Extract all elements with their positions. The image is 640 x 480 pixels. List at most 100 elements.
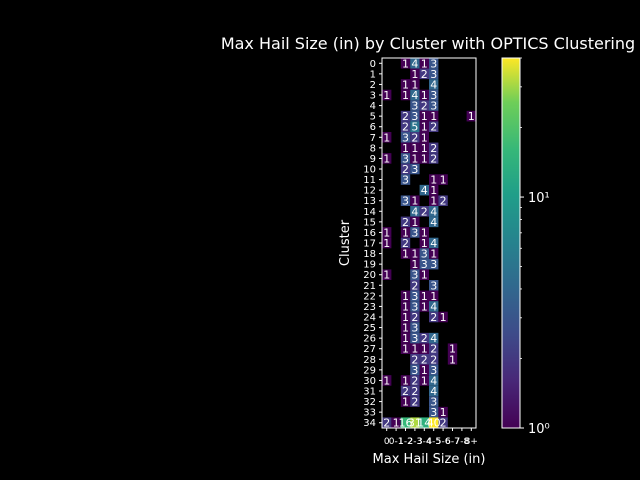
cell-value-label: 4 [411,205,418,218]
y-tick-label: 15 [363,217,376,228]
heatmap-cells [382,58,476,428]
heatmap-cell [429,153,439,164]
y-tick-label: 13 [363,196,376,207]
cell-value-label: 2 [430,343,437,356]
y-tick-label: 7 [370,133,376,144]
heatmap-cell [429,216,439,228]
heatmap-cell [419,110,429,122]
cell-value-label: 1 [402,396,409,409]
cell-value-label: 3 [411,332,418,345]
heatmap-cell [438,406,448,418]
heatmap-cell [400,385,411,397]
cell-value-label: 1 [411,248,418,261]
heatmap-cell [382,237,392,249]
y-tick-label: 4 [370,101,376,112]
colorbar-ticks: 10⁰ 10¹ [520,57,550,437]
heatmap-cell [410,280,420,291]
heatmap-cell [419,206,429,217]
y-tick-label: 14 [363,207,376,218]
cell-value-label: 1 [421,121,428,134]
heatmap-cell [410,396,420,407]
heatmap-cell [429,396,439,407]
heatmap-cell [410,132,420,143]
cell-value-label: 1 [430,110,437,123]
heatmap-cell [438,195,448,206]
cell-value-label: 2 [430,142,437,155]
cell-value-label: 14 [417,417,431,430]
cell-value-label: 3 [411,100,418,113]
cell-value-label: 3 [430,100,437,113]
x-tick-label: 5-6 [436,437,451,447]
cell-value-label: 5 [411,121,418,134]
y-tick-label: 30 [363,376,376,387]
heatmap-cell [429,142,439,154]
y-tick-label: 20 [363,270,376,281]
cell-value-label: 1 [421,142,428,155]
heatmap-cell [410,163,420,175]
cell-value-label: 3 [402,152,409,165]
cell-value-label: 4 [430,385,437,398]
cell-value-label: 1 [402,374,409,387]
heatmap-cell [400,153,411,164]
heatmap-cell [429,206,439,217]
heatmap-cell [410,269,420,280]
heatmap-cell [410,332,420,344]
cell-value-label: 1 [411,343,418,356]
y-tick-label: 21 [363,281,376,292]
cell-value-label: 3 [430,406,437,419]
cell-value-label: 1 [383,269,390,282]
cell-value-label: 2 [402,237,409,250]
heatmap-cell [429,110,439,122]
heatmap-cell [429,375,439,386]
cell-value-label: 1 [383,152,390,165]
heatmap-cell [429,174,439,185]
y-tick-label: 34 [363,418,376,429]
y-axis-ticks: 0123456789101112131415161718192021222324… [363,59,382,429]
cell-value-label: 1 [402,322,409,335]
cell-value-label: 4 [430,216,437,229]
heatmap-cell [429,58,439,69]
cell-value-label: 3 [402,174,409,187]
heatmap-cell [429,195,439,206]
cell-value-label: 1 [421,57,428,70]
heatmap-cell [382,417,392,428]
heatmap-cell [429,89,439,101]
heatmap-cell [410,343,420,354]
heatmap-cell [410,121,420,132]
heatmap-cell [410,89,420,101]
y-tick-label: 8 [370,143,376,154]
y-tick-label: 32 [363,397,376,408]
cell-value-label: 1 [421,237,428,250]
heatmap-cell [410,301,420,312]
y-tick-label: 25 [363,323,376,334]
heatmap-cell [429,311,439,323]
cell-value-label: 1 [402,311,409,324]
cell-value-label: 1 [421,364,428,377]
colorbar-tick-label: 10¹ [528,191,550,206]
heatmap-cell [447,354,458,365]
heatmap-cell [429,184,439,196]
cell-value-label: 1 [411,216,418,229]
y-tick-label: 28 [363,355,376,366]
heatmap-cell [447,343,458,354]
heatmap-cell [429,301,439,312]
cell-value-label: 2 [402,163,409,176]
x-tick-label: 6-7 [445,437,460,447]
cell-value-label: 4 [430,205,437,218]
cell-value-label: 1 [411,68,418,81]
heatmap-cell [429,364,439,376]
cell-value-label: 4 [430,374,437,387]
heatmap-cell [400,58,411,69]
x-axis-ticks: 0 0-11-22-33-44-55-66-77-88+ [384,428,478,447]
cell-value-label: 2 [440,417,447,430]
heatmap-cell-labels: 1 4 1 31 2 31 1 41 1 4 1 33 2 32 3 1 1 12 5 1 21 3 2 11 1 1 21 3 1 1 2… [383,57,475,429]
heatmap-cell [400,132,411,143]
heatmap-cell [382,269,392,280]
cell-value-label: 2 [430,121,437,134]
cell-value-label: 3 [411,322,418,335]
cell-value-label: 2 [430,311,437,324]
heatmap-cell [429,343,439,354]
cell-value-label: 2 [421,205,428,218]
heatmap-cell [419,364,429,376]
heatmap-cell [410,311,420,323]
